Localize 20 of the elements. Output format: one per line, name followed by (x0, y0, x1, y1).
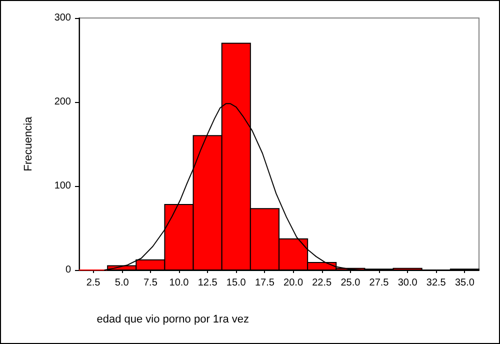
x-axis-title: edad que vio porno por 1ra vez (96, 314, 249, 326)
y-axis-title: Frecuencia (22, 116, 34, 172)
x-tick-label: 22.5 (312, 278, 332, 288)
x-tick-label: 5.0 (114, 278, 130, 288)
x-tick-label: 30.0 (398, 278, 418, 288)
x-tick-label: 35.0 (454, 278, 475, 288)
x-tick-label: 10.0 (169, 278, 190, 288)
x-tick-label: 15.0 (226, 278, 246, 288)
x-tick-label: 27.5 (369, 278, 390, 288)
x-tick-label: 7.5 (143, 278, 158, 288)
x-tick-label: 25.0 (340, 278, 361, 288)
y-tick-label: 300 (54, 12, 72, 24)
x-tick-label: 32.5 (426, 278, 446, 288)
y-tick-label: 200 (54, 96, 72, 108)
x-tick-label: 20.0 (284, 278, 304, 288)
x-tick-label: 12.5 (198, 278, 218, 288)
x-tick-label: 17.5 (254, 278, 275, 288)
x-tick-label: 2.5 (86, 278, 101, 288)
y-tick-label: 0 (65, 264, 72, 276)
y-tick-label: 100 (54, 180, 72, 192)
